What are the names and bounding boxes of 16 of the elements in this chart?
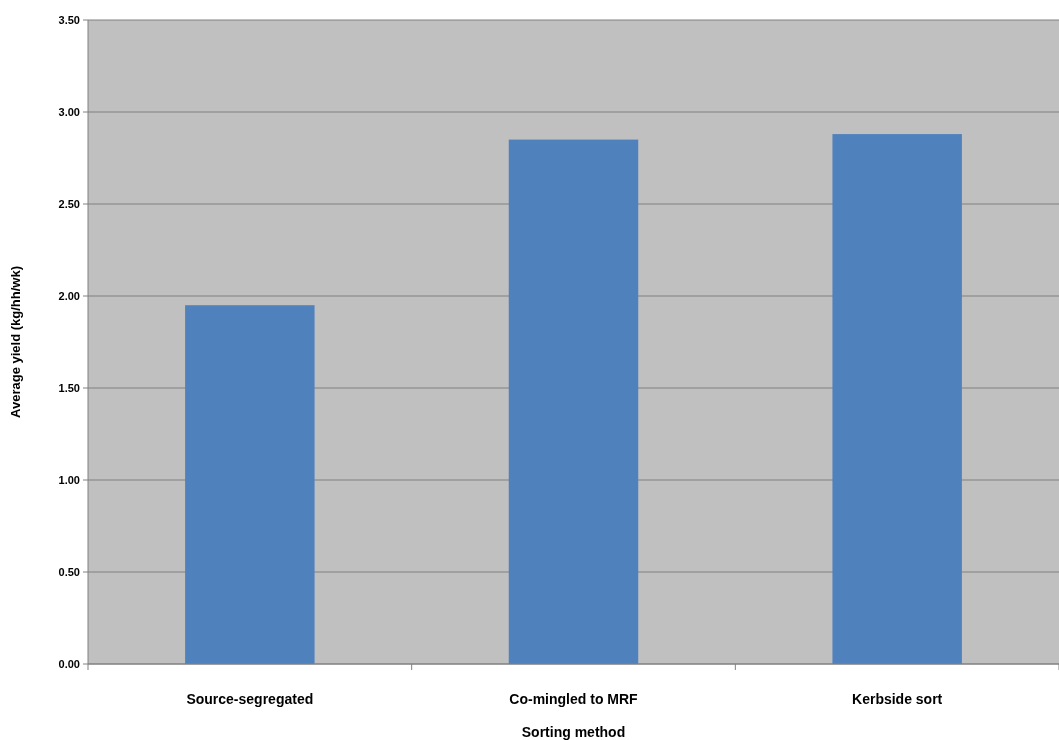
bar (508, 139, 639, 664)
x-tick-label: Source-segregated (186, 691, 314, 707)
y-tick-label: 3.50 (58, 13, 80, 26)
y-axis-title: Average yield (kg/hh/wk) (8, 266, 23, 418)
y-tick-label: 2.00 (58, 289, 80, 302)
x-tick-label: Kerbside sort (852, 691, 943, 707)
x-axis-title: Sorting method (521, 724, 626, 740)
y-tick-label: 0.50 (58, 565, 80, 578)
y-tick-label: 0.00 (58, 657, 80, 670)
x-tick-label: Co-mingled to MRF (509, 691, 639, 707)
bar (832, 134, 962, 664)
y-tick-label: 3.00 (58, 105, 80, 118)
y-tick-label: 1.50 (58, 381, 80, 394)
y-tick-label: 2.50 (58, 197, 80, 210)
y-tick-label: 1.00 (58, 473, 80, 486)
bar (185, 305, 315, 664)
